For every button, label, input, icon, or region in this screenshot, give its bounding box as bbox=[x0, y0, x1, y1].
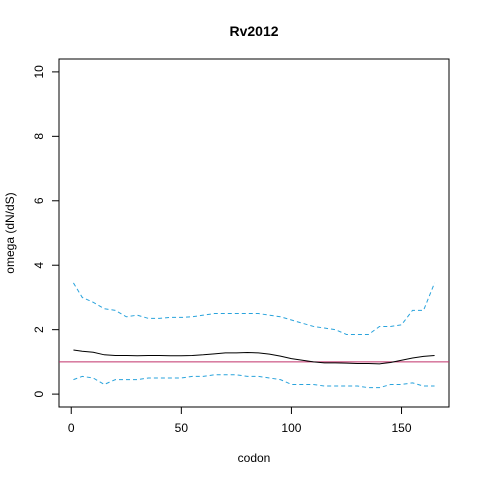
series-line bbox=[73, 374, 435, 389]
series-line bbox=[73, 282, 436, 335]
x-tick-label: 0 bbox=[68, 421, 75, 435]
y-axis-label: omega (dN/dS) bbox=[3, 192, 17, 273]
chart-title: Rv2012 bbox=[229, 23, 278, 39]
y-tick-label: 10 bbox=[32, 65, 46, 79]
y-tick-label: 2 bbox=[32, 326, 46, 333]
y-tick-label: 6 bbox=[32, 197, 46, 204]
y-tick-label: 0 bbox=[32, 390, 46, 397]
x-tick-label: 100 bbox=[281, 421, 301, 435]
x-axis-label: codon bbox=[238, 451, 271, 465]
y-tick-label: 8 bbox=[32, 133, 46, 140]
plot-frame bbox=[58, 58, 450, 408]
x-tick-label: 150 bbox=[392, 421, 412, 435]
series-line bbox=[73, 349, 435, 365]
x-tick-label: 50 bbox=[175, 421, 189, 435]
y-tick-label: 4 bbox=[32, 262, 46, 269]
